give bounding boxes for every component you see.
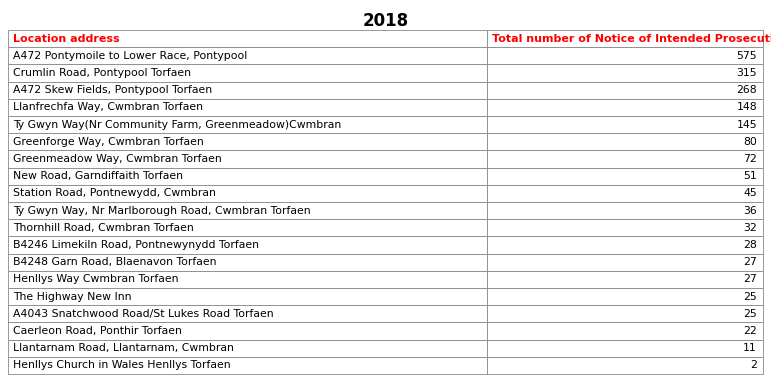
Bar [487, 150, 763, 168]
Text: 148: 148 [736, 102, 757, 113]
Text: B4248 Garn Road, Blaenavon Torfaen: B4248 Garn Road, Blaenavon Torfaen [13, 257, 217, 267]
Text: 2: 2 [750, 360, 757, 370]
Text: 315: 315 [736, 68, 757, 78]
Bar [487, 357, 763, 374]
Bar [487, 202, 763, 219]
Text: The Highway New Inn: The Highway New Inn [13, 291, 132, 302]
Text: A472 Skew Fields, Pontypool Torfaen: A472 Skew Fields, Pontypool Torfaen [13, 85, 212, 95]
Bar [8, 150, 487, 168]
Text: 80: 80 [743, 137, 757, 147]
Text: 36: 36 [743, 205, 757, 216]
Bar [8, 305, 487, 323]
Bar [8, 47, 487, 64]
Bar [8, 99, 487, 116]
Text: Crumlin Road, Pontypool Torfaen: Crumlin Road, Pontypool Torfaen [13, 68, 191, 78]
Text: Llantarnam Road, Llantarnam, Cwmbran: Llantarnam Road, Llantarnam, Cwmbran [13, 343, 234, 353]
Text: 11: 11 [743, 343, 757, 353]
Bar [8, 81, 487, 99]
Text: Total number of Notice of Intended Prosecution issued: Total number of Notice of Intended Prose… [493, 34, 771, 44]
Bar [487, 133, 763, 150]
Bar [8, 30, 487, 47]
Bar [487, 30, 763, 47]
Text: A4043 Snatchwood Road/St Lukes Road Torfaen: A4043 Snatchwood Road/St Lukes Road Torf… [13, 309, 274, 319]
Text: Greenmeadow Way, Cwmbran Torfaen: Greenmeadow Way, Cwmbran Torfaen [13, 154, 222, 164]
Text: New Road, Garndiffaith Torfaen: New Road, Garndiffaith Torfaen [13, 171, 183, 181]
Bar [8, 116, 487, 133]
Text: 25: 25 [743, 291, 757, 302]
Bar [487, 168, 763, 185]
Bar [487, 323, 763, 340]
Text: 575: 575 [736, 51, 757, 61]
Text: Caerleon Road, Ponthir Torfaen: Caerleon Road, Ponthir Torfaen [13, 326, 182, 336]
Bar [487, 271, 763, 288]
Bar [8, 133, 487, 150]
Bar [8, 254, 487, 271]
Text: A472 Pontymoile to Lower Race, Pontypool: A472 Pontymoile to Lower Race, Pontypool [13, 51, 247, 61]
Bar [487, 81, 763, 99]
Bar [487, 254, 763, 271]
Bar [487, 236, 763, 254]
Text: 145: 145 [736, 120, 757, 130]
Bar [8, 202, 487, 219]
Text: 72: 72 [743, 154, 757, 164]
Text: Llanfrechfa Way, Cwmbran Torfaen: Llanfrechfa Way, Cwmbran Torfaen [13, 102, 203, 113]
Bar [8, 340, 487, 357]
Bar [8, 357, 487, 374]
Bar [8, 323, 487, 340]
Bar [487, 340, 763, 357]
Text: B4246 Limekiln Road, Pontnewynydd Torfaen: B4246 Limekiln Road, Pontnewynydd Torfae… [13, 240, 259, 250]
Bar [487, 219, 763, 236]
Bar [8, 185, 487, 202]
Text: 27: 27 [743, 274, 757, 284]
Text: Location address: Location address [13, 34, 120, 44]
Text: 25: 25 [743, 309, 757, 319]
Text: 27: 27 [743, 257, 757, 267]
Text: Thornhill Road, Cwmbran Torfaen: Thornhill Road, Cwmbran Torfaen [13, 223, 194, 233]
Bar [487, 116, 763, 133]
Bar [8, 236, 487, 254]
Bar [487, 99, 763, 116]
Text: Henllys Way Cwmbran Torfaen: Henllys Way Cwmbran Torfaen [13, 274, 179, 284]
Text: 2018: 2018 [362, 12, 409, 30]
Text: Ty Gwyn Way, Nr Marlborough Road, Cwmbran Torfaen: Ty Gwyn Way, Nr Marlborough Road, Cwmbra… [13, 205, 311, 216]
Text: 28: 28 [743, 240, 757, 250]
Bar [487, 288, 763, 305]
Text: 268: 268 [736, 85, 757, 95]
Text: Greenforge Way, Cwmbran Torfaen: Greenforge Way, Cwmbran Torfaen [13, 137, 204, 147]
Bar [8, 168, 487, 185]
Bar [487, 47, 763, 64]
Text: Station Road, Pontnewydd, Cwmbran: Station Road, Pontnewydd, Cwmbran [13, 188, 216, 198]
Bar [487, 185, 763, 202]
Text: Ty Gwyn Way(Nr Community Farm, Greenmeadow)Cwmbran: Ty Gwyn Way(Nr Community Farm, Greenmead… [13, 120, 342, 130]
Bar [487, 305, 763, 323]
Bar [8, 288, 487, 305]
Text: 32: 32 [743, 223, 757, 233]
Bar [487, 64, 763, 81]
Bar [8, 271, 487, 288]
Text: 51: 51 [743, 171, 757, 181]
Text: Henllys Church in Wales Henllys Torfaen: Henllys Church in Wales Henllys Torfaen [13, 360, 231, 370]
Text: 22: 22 [743, 326, 757, 336]
Bar [8, 64, 487, 81]
Bar [8, 219, 487, 236]
Text: 45: 45 [743, 188, 757, 198]
